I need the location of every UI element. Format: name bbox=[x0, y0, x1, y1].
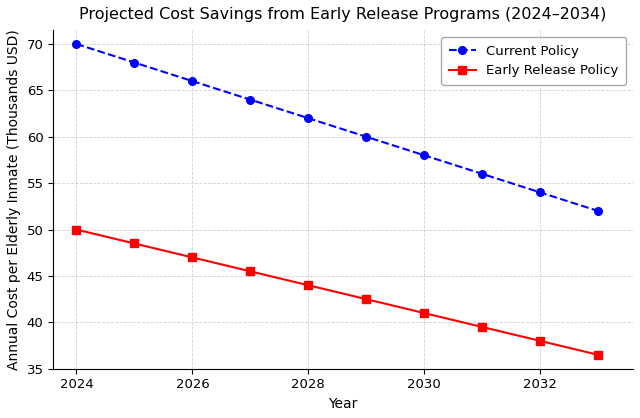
Line: Current Policy: Current Policy bbox=[72, 40, 602, 215]
X-axis label: Year: Year bbox=[328, 397, 358, 411]
Early Release Policy bbox=[131, 241, 138, 246]
Early Release Policy bbox=[536, 339, 544, 344]
Early Release Policy bbox=[420, 311, 428, 316]
Early Release Policy bbox=[72, 227, 80, 232]
Early Release Policy bbox=[189, 255, 196, 260]
Early Release Policy bbox=[305, 283, 312, 288]
Current Policy bbox=[595, 209, 602, 214]
Y-axis label: Annual Cost per Elderly Inmate (Thousands USD): Annual Cost per Elderly Inmate (Thousand… bbox=[7, 29, 21, 370]
Current Policy bbox=[479, 171, 486, 176]
Legend: Current Policy, Early Release Policy: Current Policy, Early Release Policy bbox=[442, 37, 627, 85]
Line: Early Release Policy: Early Release Policy bbox=[72, 226, 602, 359]
Current Policy bbox=[72, 41, 80, 46]
Current Policy bbox=[536, 190, 544, 195]
Early Release Policy bbox=[362, 297, 370, 302]
Current Policy bbox=[362, 134, 370, 139]
Current Policy bbox=[420, 153, 428, 158]
Current Policy bbox=[305, 116, 312, 121]
Early Release Policy bbox=[246, 269, 254, 274]
Current Policy bbox=[246, 97, 254, 102]
Title: Projected Cost Savings from Early Release Programs (2024–2034): Projected Cost Savings from Early Releas… bbox=[79, 7, 607, 22]
Current Policy bbox=[189, 79, 196, 84]
Current Policy bbox=[131, 60, 138, 65]
Early Release Policy bbox=[595, 352, 602, 357]
Early Release Policy bbox=[479, 324, 486, 329]
